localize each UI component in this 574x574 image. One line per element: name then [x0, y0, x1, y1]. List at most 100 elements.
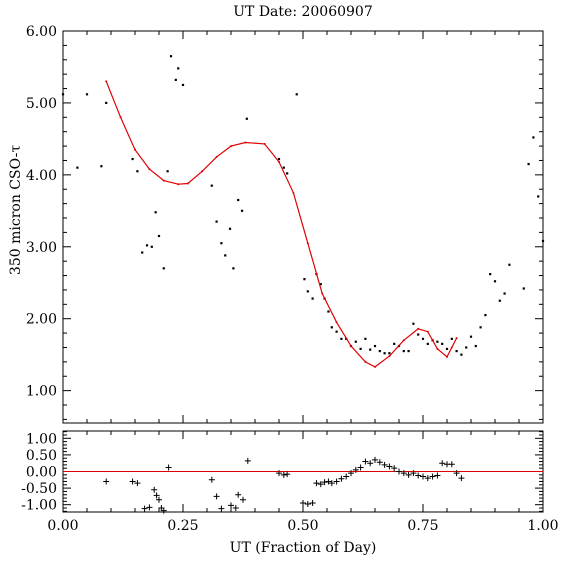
residual-point: [357, 464, 364, 471]
residual-point: [141, 505, 148, 512]
residual-point: [160, 507, 167, 514]
model-fit-point: [446, 355, 448, 358]
residual-point: [165, 464, 172, 471]
tau-data-point: [393, 342, 396, 345]
model-fit-point: [306, 242, 309, 245]
model-fit-point: [162, 179, 165, 182]
model-fit-point: [177, 183, 180, 186]
tau-data-point: [493, 280, 497, 283]
tau-data-point: [154, 211, 157, 214]
residual-point: [276, 470, 282, 477]
tau-data-point: [479, 326, 482, 329]
residual-point: [151, 486, 158, 493]
tau-data-point: [220, 242, 223, 245]
residual-point: [434, 472, 441, 479]
model-fit-point: [263, 142, 266, 145]
tau-data-point: [383, 352, 386, 355]
tau-data-point: [373, 344, 377, 348]
tau-data-point: [335, 330, 338, 333]
main-y-tick-label: 5.00: [26, 96, 57, 112]
residual-plot-panel: 1.000.500.00-0.50-1.000.00 0.25 0.50 0.75 1.…: [21, 430, 559, 534]
tau-data-point: [319, 283, 322, 286]
model-fit-point: [119, 116, 122, 119]
tau-data-point: [402, 349, 405, 353]
tau-data-point: [330, 326, 333, 329]
tau-data-point: [340, 337, 343, 340]
residual-point: [321, 479, 328, 486]
y-axis-label: 350 micron CSO-τ: [8, 145, 24, 275]
tau-data-point: [224, 254, 227, 257]
tau-data-point: [436, 340, 439, 343]
model-fit-point: [134, 148, 136, 151]
model-fit-point: [455, 337, 458, 340]
resid-y-tick-label: 1.00: [26, 431, 57, 447]
main-y-tick-label: 3.00: [26, 240, 57, 256]
tau-data-point: [474, 344, 477, 348]
tau-data-point: [162, 267, 165, 270]
model-fit-point: [374, 365, 376, 368]
tau-data-point: [369, 348, 372, 351]
tau-data-point: [169, 55, 173, 58]
tau-data-point: [282, 166, 285, 169]
main-plot-panel: 1.00 2.00 3.00 4.00 5.00 6.00: [26, 24, 545, 424]
tau-data-point: [503, 292, 506, 295]
residual-point: [405, 471, 412, 478]
tau-data-point: [441, 342, 444, 345]
tau-data-point: [245, 117, 248, 120]
residual-point: [352, 466, 359, 473]
residual-point: [103, 478, 110, 485]
tau-data-point: [311, 297, 314, 300]
residual-point: [304, 501, 311, 508]
tau-data-point: [327, 310, 330, 313]
model-fit-point: [350, 345, 352, 348]
tau-data-point: [537, 195, 540, 198]
tau-data-point: [141, 251, 144, 254]
tau-data-point: [364, 337, 367, 340]
tau-data-point: [508, 263, 511, 266]
model-fit-point: [417, 327, 420, 330]
resid-y-tick-label: 0.00: [26, 465, 57, 481]
residual-point: [313, 480, 320, 487]
model-fit-point: [278, 160, 280, 163]
residual-point: [343, 473, 350, 480]
tau-data-point: [105, 101, 108, 105]
residual-point: [228, 502, 234, 509]
residual-point: [338, 475, 345, 482]
residual-point: [218, 505, 225, 512]
resid-y-tick-label: -0.50: [21, 481, 57, 497]
tau-data-point: [489, 273, 492, 276]
residual-point: [424, 475, 431, 482]
resid-y-tick-label: 0.50: [26, 448, 57, 464]
chart-title: UT Date: 20060907: [233, 4, 373, 20]
resid-x-tick-label: 1.00: [527, 518, 558, 534]
resid-x-tick-label: 0.25: [167, 518, 198, 534]
model-fit-point: [215, 155, 218, 158]
tau-data-point: [177, 67, 180, 70]
model-fit-point: [426, 330, 429, 333]
tau-data-point: [306, 290, 309, 293]
residual-point: [376, 459, 383, 466]
tau-data-point: [76, 166, 79, 169]
model-fit-point: [450, 346, 453, 349]
tau-data-point: [286, 172, 289, 175]
residual-point: [448, 461, 455, 468]
tau-data-point: [303, 278, 306, 281]
residual-point: [386, 463, 393, 470]
residual-point: [453, 470, 460, 477]
tau-data-point: [388, 352, 391, 355]
residual-point: [235, 491, 242, 498]
residual-point: [348, 470, 354, 477]
residual-point: [439, 460, 446, 467]
main-y-tick-label: 6.00: [26, 24, 57, 40]
tau-data-point: [136, 170, 139, 173]
tau-data-point: [157, 234, 161, 238]
tau-data-point: [150, 245, 153, 248]
main-y-tick-label: 4.00: [26, 168, 57, 184]
residual-point: [240, 496, 246, 503]
residual-point: [325, 478, 332, 485]
x-axis-label: UT (Fraction of Day): [230, 540, 377, 556]
tau-data-point: [237, 198, 240, 202]
residual-point: [134, 480, 141, 487]
tau-data-point: [85, 93, 89, 96]
model-fit-point: [244, 141, 247, 144]
